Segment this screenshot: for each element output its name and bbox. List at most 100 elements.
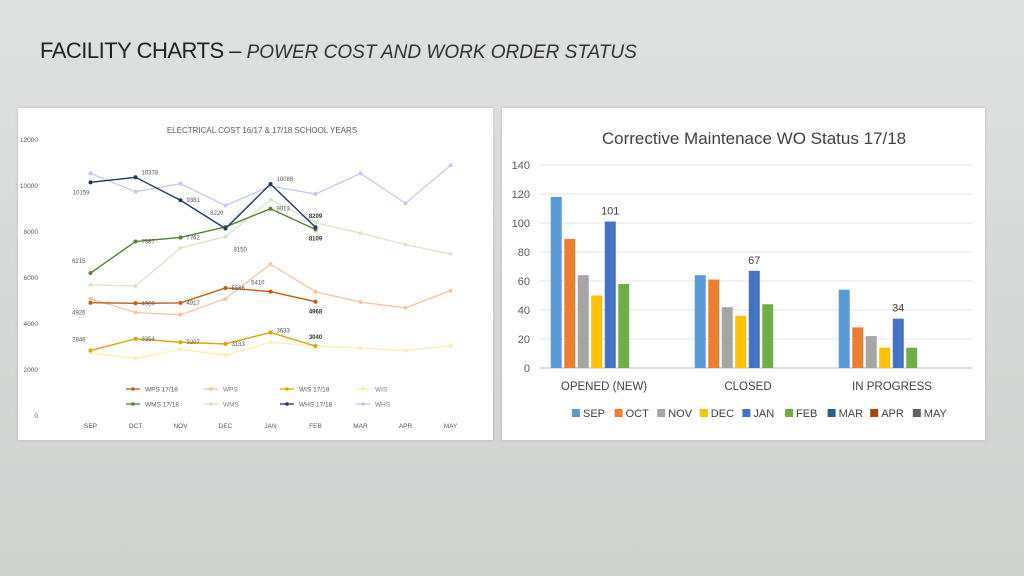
data-label-wms-17-18: 8220	[210, 211, 224, 217]
data-label-wps-17-18: 5566	[232, 286, 246, 292]
legend-label: FEB	[796, 408, 817, 420]
legend-label: WPS 17/18	[145, 387, 178, 394]
bar-chart-x-tick-opened-new: OPENED (NEW)	[561, 381, 647, 393]
data-label-wis-17-18: 3133	[232, 342, 246, 348]
data-label-whs-17-18: 10159	[73, 190, 90, 196]
legend-item-dec: DEC	[699, 408, 734, 420]
line-chart-y-tick: 12000	[20, 137, 38, 144]
line-chart-y-tick: 10000	[20, 183, 38, 190]
legend-marker	[209, 402, 213, 406]
point-wps-17-18	[313, 299, 318, 304]
bar-in-progress-nov	[865, 336, 877, 368]
legend-marker	[361, 402, 365, 406]
data-label-wis-17-18: 3207	[187, 340, 201, 346]
bar-opened-new-dec	[591, 295, 603, 368]
legend-item-whs: WHS	[356, 402, 391, 409]
line-chart-y-tick: 8000	[24, 229, 39, 236]
point-wps	[88, 296, 93, 301]
legend-swatch	[912, 409, 921, 417]
line-series-wms-17-18	[88, 206, 318, 276]
point-whs	[133, 189, 138, 194]
line-chart-y-tick: 6000	[24, 275, 39, 282]
point-wis-17-18	[178, 340, 183, 345]
point-wps	[448, 288, 453, 293]
bar-in-progress-feb	[906, 347, 918, 368]
legend-item-whs-17-18: WHS 17/18	[280, 402, 333, 409]
bar-data-label: 67	[748, 255, 760, 267]
legend-item-wis: WIS	[356, 387, 388, 394]
bar-opened-new-nov	[577, 275, 589, 368]
data-label-wis-17-18: 3354	[142, 337, 156, 343]
legend-item-wps: WPS	[204, 387, 238, 394]
legend-swatch	[699, 409, 708, 417]
point-whs-17-18	[88, 180, 93, 185]
line-chart-x-tick-apr: APR	[399, 423, 413, 430]
electrical-cost-line-chart: ELECTRICAL COST 16/17 & 17/18 SCHOOL YEA…	[20, 126, 458, 430]
line-chart-x-tick-feb: FEB	[309, 423, 322, 430]
point-wis	[358, 346, 363, 351]
work-order-bar-chart: Corrective Maintenace WO Status 17/18 0 2…	[512, 129, 972, 420]
bar-chart-x-tick-in-progress: IN PROGRESS	[852, 381, 932, 393]
data-label-wms-17-18: 6215	[72, 259, 86, 265]
legend-item-apr: APR	[870, 408, 904, 420]
bar-data-label: 34	[892, 303, 904, 315]
line-series-wms	[88, 197, 453, 289]
point-wps	[403, 305, 408, 310]
legend-swatch	[827, 409, 836, 417]
legend-label: MAR	[839, 408, 864, 420]
bar-closed-feb	[762, 304, 774, 368]
point-wms	[403, 242, 408, 247]
legend-item-wps-17-18: WPS 17/18	[126, 387, 178, 394]
line-chart-x-tick-may: MAY	[444, 423, 458, 430]
point-wps	[133, 310, 138, 315]
bar-closed-dec	[735, 315, 747, 368]
legend-label: OCT	[626, 408, 650, 420]
legend-swatch	[742, 409, 751, 417]
point-wps	[313, 289, 318, 294]
data-label-whs-17-18: 9381	[187, 198, 201, 204]
legend-item-wms: WMS	[204, 402, 240, 409]
point-wps-17-18	[133, 301, 138, 306]
legend-item-wis-17-18: WIS 17/18	[280, 387, 330, 394]
slide-title: FACILITY CHARTS – POWER COST AND WORK OR…	[40, 38, 637, 64]
point-whs-17-18	[268, 181, 273, 186]
point-wms	[313, 220, 318, 225]
data-label-whs-17-18: 10378	[142, 170, 159, 176]
point-wis	[223, 353, 228, 358]
line-chart-x-tick-dec: DEC	[219, 423, 233, 430]
data-label-wps-17-18: 4968	[309, 310, 323, 316]
point-wms	[268, 197, 273, 202]
bar-chart-y-tick: 120	[512, 189, 530, 201]
point-wis-17-18	[133, 336, 138, 341]
point-whs	[178, 181, 183, 186]
data-label-wms: 8150	[234, 248, 248, 254]
legend-label: JAN	[753, 408, 774, 420]
line-chart-x-tick-sep: SEP	[84, 423, 97, 430]
bar-in-progress-jan	[892, 318, 904, 368]
line-series-wps-17-18	[88, 285, 318, 306]
point-whs	[223, 203, 228, 208]
legend-label: SEP	[583, 408, 605, 420]
line-wms-17-18	[90, 207, 316, 274]
bar-closed-sep	[694, 275, 706, 368]
line-wis	[90, 341, 451, 360]
data-label-wps-17-18: 4917	[187, 301, 201, 307]
data-label-whs-17-18: 8209	[309, 214, 323, 220]
line-wis-17-18	[90, 331, 316, 352]
legend-swatch	[870, 409, 879, 417]
bar-chart-y-tick: 40	[518, 305, 530, 317]
point-wps-17-18	[223, 285, 228, 290]
data-label-wis-17-18: 2846	[72, 338, 86, 344]
point-wps	[223, 296, 228, 301]
legend-item-sep: SEP	[572, 408, 605, 420]
line-series-wis-17-18	[88, 330, 318, 353]
line-chart-x-tick-oct: OCT	[129, 423, 143, 430]
data-label-wms-17-18: 8109	[309, 236, 323, 242]
bar-chart-y-tick: 20	[518, 334, 530, 346]
point-whs-17-18	[133, 175, 138, 180]
line-series-whs-17-18	[88, 175, 318, 231]
legend-item-wms-17-18: WMS 17/18	[126, 402, 179, 409]
data-label-whs-17-18: 10088	[277, 177, 294, 183]
line-wps-17-18	[90, 287, 316, 305]
legend-item-mar: MAR	[827, 408, 864, 420]
